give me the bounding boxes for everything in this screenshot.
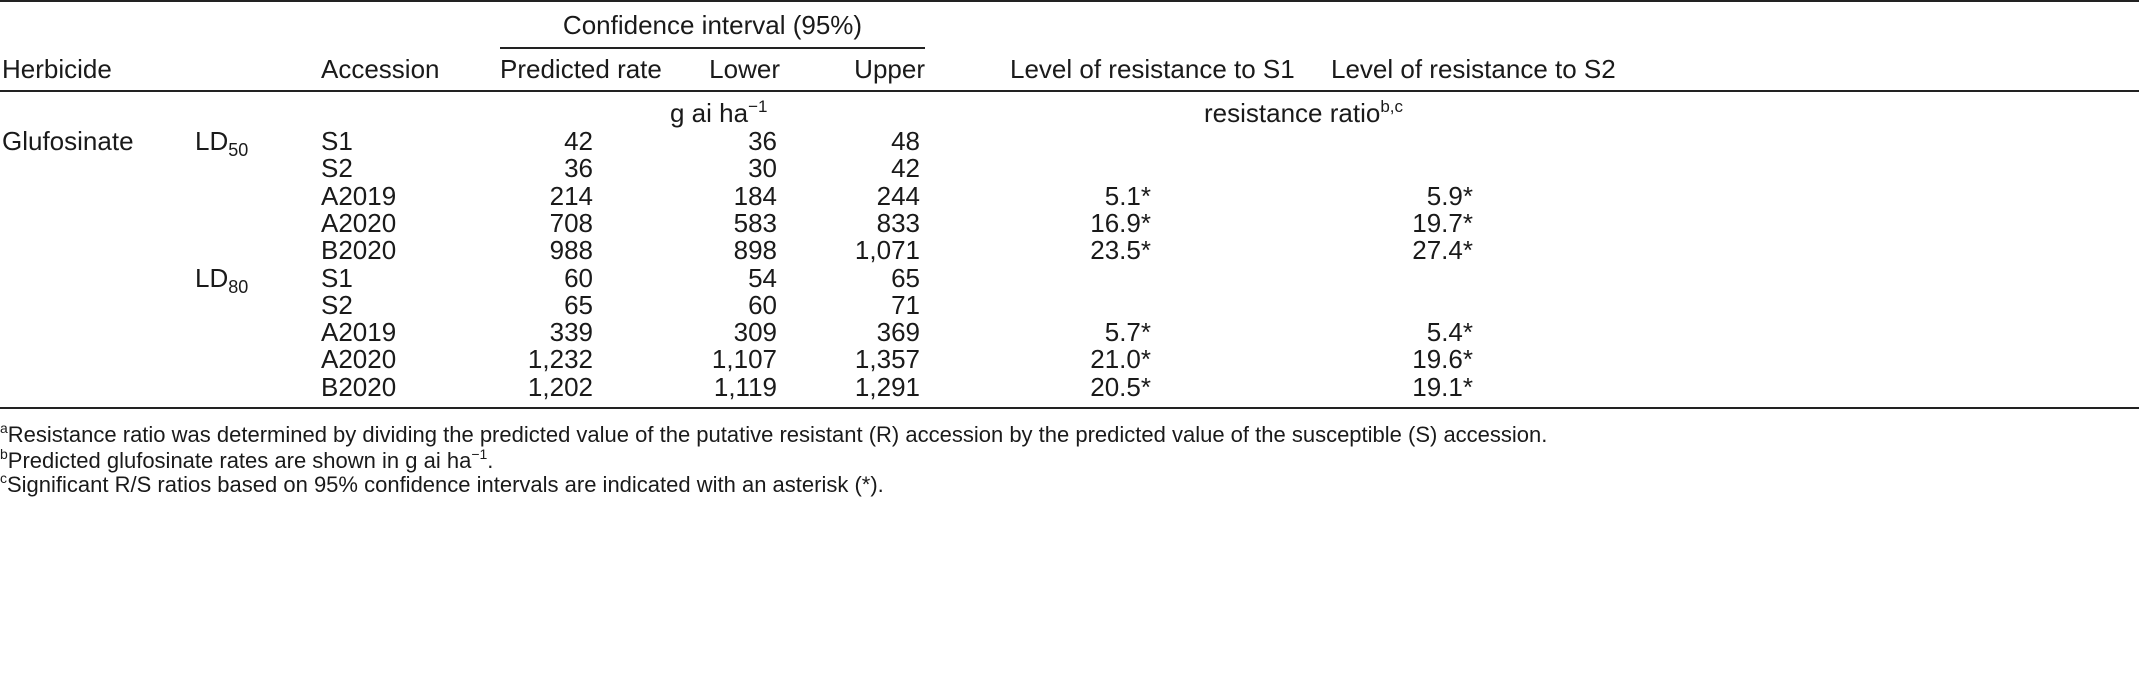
cell-resistance-s1: 20.5* — [1090, 371, 1151, 402]
header-bottom-rule — [0, 90, 2139, 92]
cell-predicted-rate: 988 — [549, 235, 593, 266]
cell-accession: A2020 — [321, 207, 397, 238]
cell-accession: B2020 — [321, 371, 397, 402]
cell-upper: 48 — [891, 126, 920, 156]
footnote-a: aResistance ratio was determined by divi… — [0, 421, 1547, 449]
table-bottom-rule — [0, 407, 2139, 409]
footnote-c: cSignificant R/S ratios based on 95% con… — [0, 471, 884, 499]
cell-predicted-rate: 339 — [549, 317, 593, 348]
cell-upper: 1,357 — [854, 344, 920, 375]
cell-resistance-s1: 5.1* — [1104, 180, 1151, 211]
cell-predicted-rate: 1,202 — [527, 371, 593, 402]
cell-lower: 184 — [733, 180, 777, 211]
dose-label-main: LD — [195, 262, 229, 293]
units-rate-base: g ai ha — [670, 98, 749, 128]
cell-predicted-rate: 214 — [549, 180, 593, 211]
cell-upper: 65 — [891, 262, 920, 293]
cell-accession: A2019 — [321, 317, 397, 348]
cell-resistance-s1: 16.9* — [1090, 207, 1151, 238]
col-header-predicted-rate: Predicted rate — [500, 54, 662, 84]
footnote-tail: . — [487, 448, 494, 473]
cell-accession: S2 — [321, 153, 353, 184]
cell-accession: B2020 — [321, 235, 397, 266]
cell-resistance-s1: 23.5* — [1090, 235, 1151, 266]
cell-upper: 1,071 — [854, 235, 920, 266]
cell-resistance-s2: 19.6* — [1412, 344, 1473, 375]
ci-group-header: Confidence interval (95%) — [562, 10, 863, 40]
col-header-accession: Accession — [321, 54, 440, 84]
col-header-resistance-s1: Level of resistance to S1 — [1010, 54, 1295, 84]
cell-upper: 71 — [891, 289, 920, 320]
units-rate: g ai ha−1 — [670, 98, 767, 128]
cell-upper: 833 — [876, 207, 920, 238]
cell-accession: A2019 — [321, 180, 397, 211]
cell-predicted-rate: 36 — [564, 153, 593, 184]
footnote-text: Significant R/S ratios based on 95% conf… — [7, 472, 884, 497]
footnote-mark: c — [0, 470, 7, 486]
units-ratio-footnote-mark: b,c — [1380, 97, 1403, 116]
footnote-text: Resistance ratio was determined by divid… — [7, 422, 1548, 447]
cell-resistance-s2: 19.7* — [1412, 207, 1473, 238]
cell-accession: A2020 — [321, 344, 397, 375]
ci-group-rule — [500, 47, 925, 49]
cell-upper: 42 — [891, 153, 920, 184]
cell-resistance-s2: 5.4* — [1426, 317, 1473, 348]
cell-lower: 36 — [748, 126, 777, 156]
cell-predicted-rate: 42 — [564, 126, 593, 156]
cell-resistance-s2: 27.4* — [1412, 235, 1473, 266]
cell-upper: 244 — [876, 180, 920, 211]
table-top-rule — [0, 0, 2139, 2]
footnote-mark: a — [0, 420, 8, 436]
cell-upper: 1,291 — [854, 371, 920, 402]
units-ratio: resistance ratiob,c — [1204, 98, 1403, 128]
cell-predicted-rate: 708 — [549, 207, 593, 238]
units-rate-exponent: −1 — [748, 97, 768, 116]
dose-label: LD80 — [195, 262, 248, 296]
cell-lower: 1,119 — [713, 371, 777, 402]
footnote-mark: b — [0, 446, 8, 462]
footnote-text: Predicted glufosinate rates are shown in… — [7, 448, 472, 473]
cell-resistance-s1: 5.7* — [1104, 317, 1151, 348]
dose-label-subscript: 80 — [228, 276, 249, 297]
cell-accession: S1 — [321, 262, 353, 293]
cell-predicted-rate: 60 — [564, 262, 593, 293]
cell-predicted-rate: 65 — [564, 289, 593, 320]
cell-lower: 309 — [733, 317, 777, 348]
col-header-upper: Upper — [854, 54, 925, 84]
footnote-b: bPredicted glufosinate rates are shown i… — [0, 447, 493, 475]
cell-accession: S1 — [321, 126, 353, 156]
units-ratio-label: resistance ratio — [1204, 98, 1381, 128]
cell-lower: 1,107 — [711, 344, 777, 375]
cell-resistance-s2: 5.9* — [1426, 180, 1473, 211]
cell-resistance-s1: 21.0* — [1090, 344, 1151, 375]
cell-predicted-rate: 1,232 — [527, 344, 593, 375]
footnote-exponent: −1 — [471, 446, 488, 462]
herbicide-name: Glufosinate — [2, 126, 134, 156]
cell-resistance-s2: 19.1* — [1412, 371, 1473, 402]
col-header-herbicide: Herbicide — [2, 54, 112, 84]
cell-lower: 54 — [748, 262, 777, 293]
cell-lower: 583 — [733, 207, 777, 238]
cell-upper: 369 — [876, 317, 920, 348]
cell-lower: 60 — [748, 289, 777, 320]
col-header-lower: Lower — [709, 54, 780, 84]
col-header-resistance-s2: Level of resistance to S2 — [1331, 54, 1616, 84]
cell-accession: S2 — [321, 289, 353, 320]
cell-lower: 898 — [733, 235, 777, 266]
dose-label-subscript: 50 — [228, 140, 249, 160]
dose-label-main: LD — [195, 126, 229, 156]
cell-lower: 30 — [748, 153, 777, 184]
dose-label: LD50 — [195, 126, 248, 159]
